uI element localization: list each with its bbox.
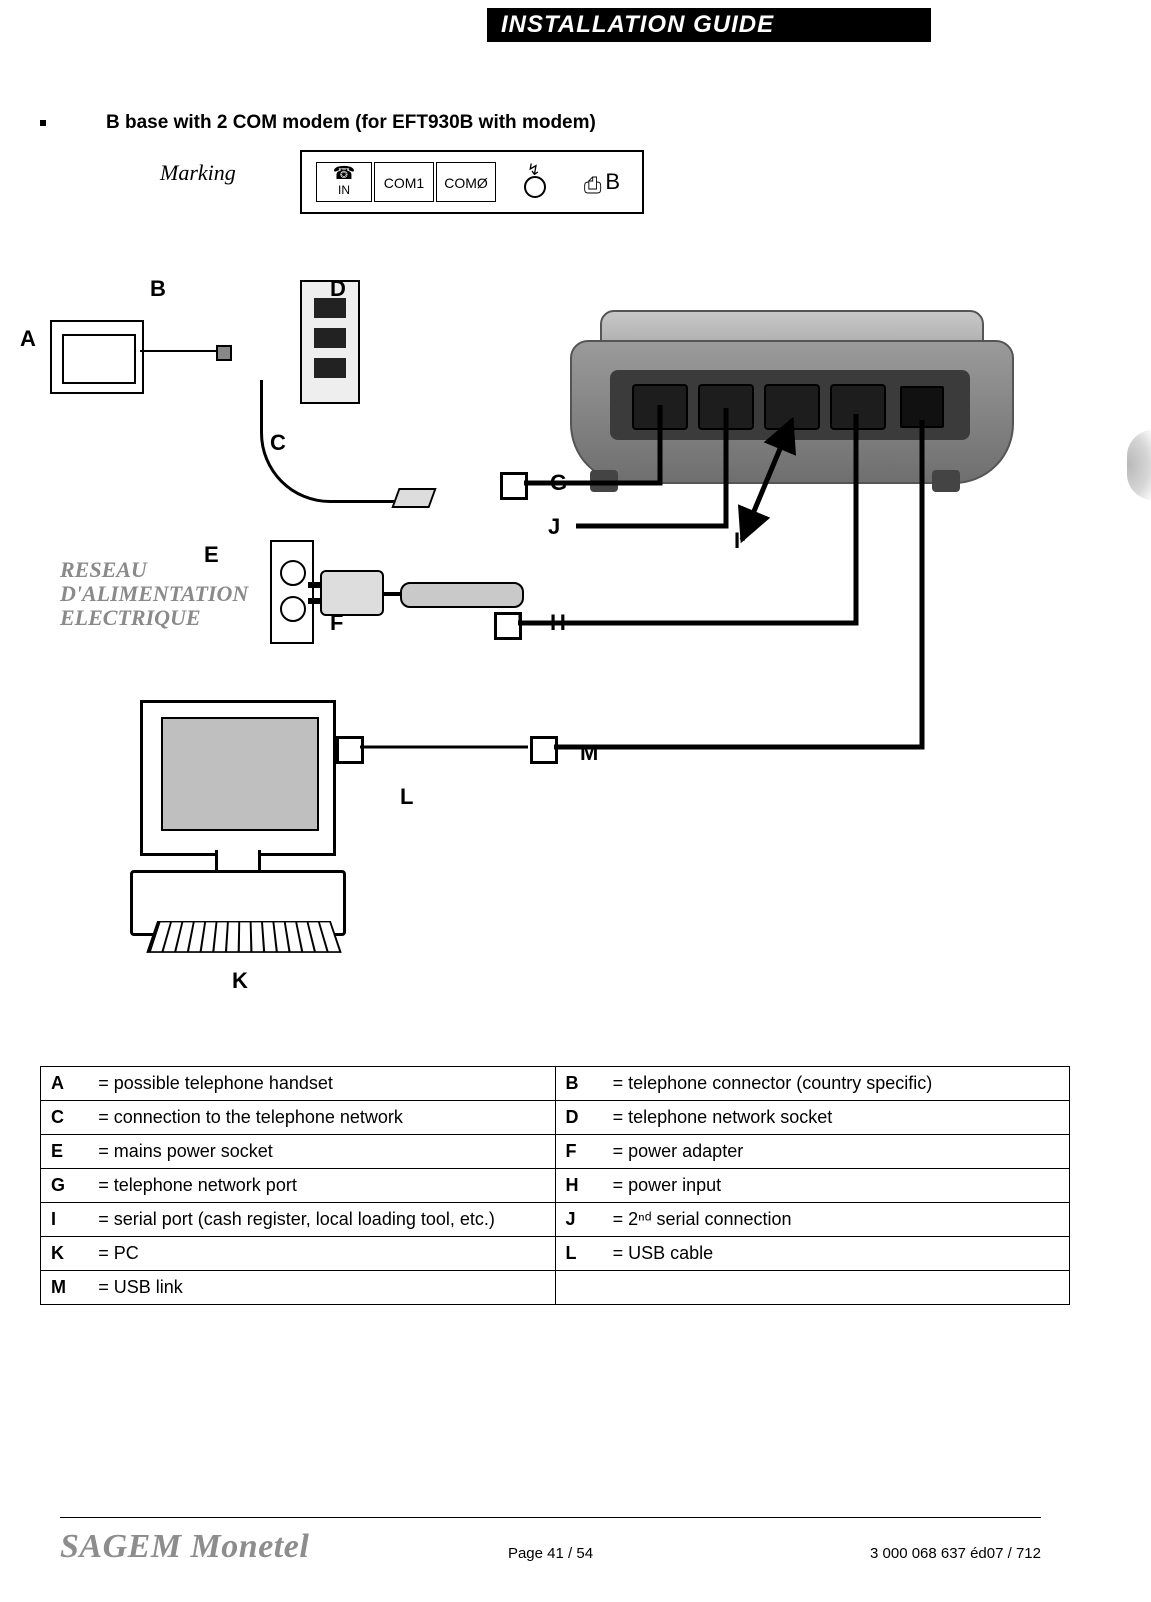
- handset-socket: [50, 320, 144, 394]
- page-edge-shadow: [1127, 430, 1151, 500]
- footer: SAGEM Monetel Page 41 / 54 3 000 068 637…: [60, 1528, 1041, 1568]
- table-row: G= telephone network port H= power input: [41, 1169, 1070, 1203]
- marking-usb-b: B: [605, 169, 620, 194]
- label-g: G: [550, 470, 567, 496]
- power-area: RESEAU D'ALIMENTATION ELECTRIQUE: [60, 540, 520, 680]
- marking-in-label: IN: [317, 183, 371, 197]
- pc-keyboard: [146, 921, 341, 953]
- device-port-power: [830, 384, 886, 430]
- table-row: C= connection to the telephone network D…: [41, 1101, 1070, 1135]
- label-e: E: [204, 542, 219, 568]
- label-l: L: [400, 784, 413, 810]
- device-port-usb: [900, 386, 944, 428]
- label-m: M: [580, 740, 598, 766]
- connector-h: [494, 612, 522, 640]
- usb-icon: ⎙: [584, 172, 602, 197]
- marking-power-cell: ↯: [512, 162, 558, 202]
- connector-m: [530, 736, 558, 764]
- marking-com0: COMØ: [436, 162, 496, 202]
- table-row: M= USB link: [41, 1271, 1070, 1305]
- table-row: I= serial port (cash register, local loa…: [41, 1203, 1070, 1237]
- phone-icon: ☎: [333, 163, 355, 183]
- power-adapter: [400, 582, 524, 608]
- cradle-device: [540, 300, 1040, 530]
- connection-diagram: RESEAU D'ALIMENTATION ELECTRIQUE: [0, 280, 1060, 1000]
- wall-plates: [10, 280, 370, 480]
- bullet-icon: [40, 120, 46, 126]
- marking-com1: COM1: [374, 162, 434, 202]
- brand-logo: SAGEM Monetel: [60, 1528, 309, 1565]
- label-c: C: [270, 430, 286, 456]
- page: INSTALLATION GUIDE B base with 2 COM mod…: [0, 0, 1151, 1602]
- label-k: K: [232, 968, 248, 994]
- table-row: A= possible telephone handset B= telepho…: [41, 1067, 1070, 1101]
- label-a: A: [20, 326, 36, 352]
- header-title: INSTALLATION GUIDE: [487, 8, 931, 42]
- mains-socket: [270, 540, 314, 644]
- section-heading-text: B base with 2 COM modem (for EFT930B wit…: [106, 112, 596, 133]
- pc-monitor: [140, 700, 336, 856]
- connector-k-out: [336, 736, 364, 764]
- marking-in-cell: ☎ IN: [316, 162, 372, 202]
- device-port-com1: [698, 384, 754, 430]
- marking-usb-cell: ⎙ B: [572, 162, 632, 202]
- doc-reference: 3 000 068 637 éd07 / 712: [870, 1545, 1041, 1562]
- marking-box: ☎ IN COM1 COMØ ↯ ⎙ B: [300, 150, 644, 214]
- pc: [130, 700, 350, 960]
- power-arrow-icon: ↯: [527, 160, 540, 180]
- label-h: H: [550, 610, 566, 636]
- footer-rule: [60, 1517, 1041, 1518]
- label-f: F: [330, 610, 343, 636]
- device-port-phone: [632, 384, 688, 430]
- page-number: Page 41 / 54: [508, 1545, 593, 1562]
- table-row: K= PC L= USB cable: [41, 1237, 1070, 1271]
- marking-label: Marking: [160, 160, 236, 186]
- handset-plug-line: [140, 350, 230, 352]
- section-heading: B base with 2 COM modem (for EFT930B wit…: [40, 112, 1091, 134]
- power-network-text: RESEAU D'ALIMENTATION ELECTRIQUE: [60, 558, 248, 630]
- label-d: D: [330, 276, 346, 302]
- legend-table: A= possible telephone handset B= telepho…: [40, 1066, 1070, 1305]
- label-b: B: [150, 276, 166, 302]
- label-i: I: [734, 528, 740, 554]
- connector-g: [500, 472, 528, 500]
- label-j: J: [548, 514, 560, 540]
- table-row: E= mains power socket F= power adapter: [41, 1135, 1070, 1169]
- device-port-com0: [764, 384, 820, 430]
